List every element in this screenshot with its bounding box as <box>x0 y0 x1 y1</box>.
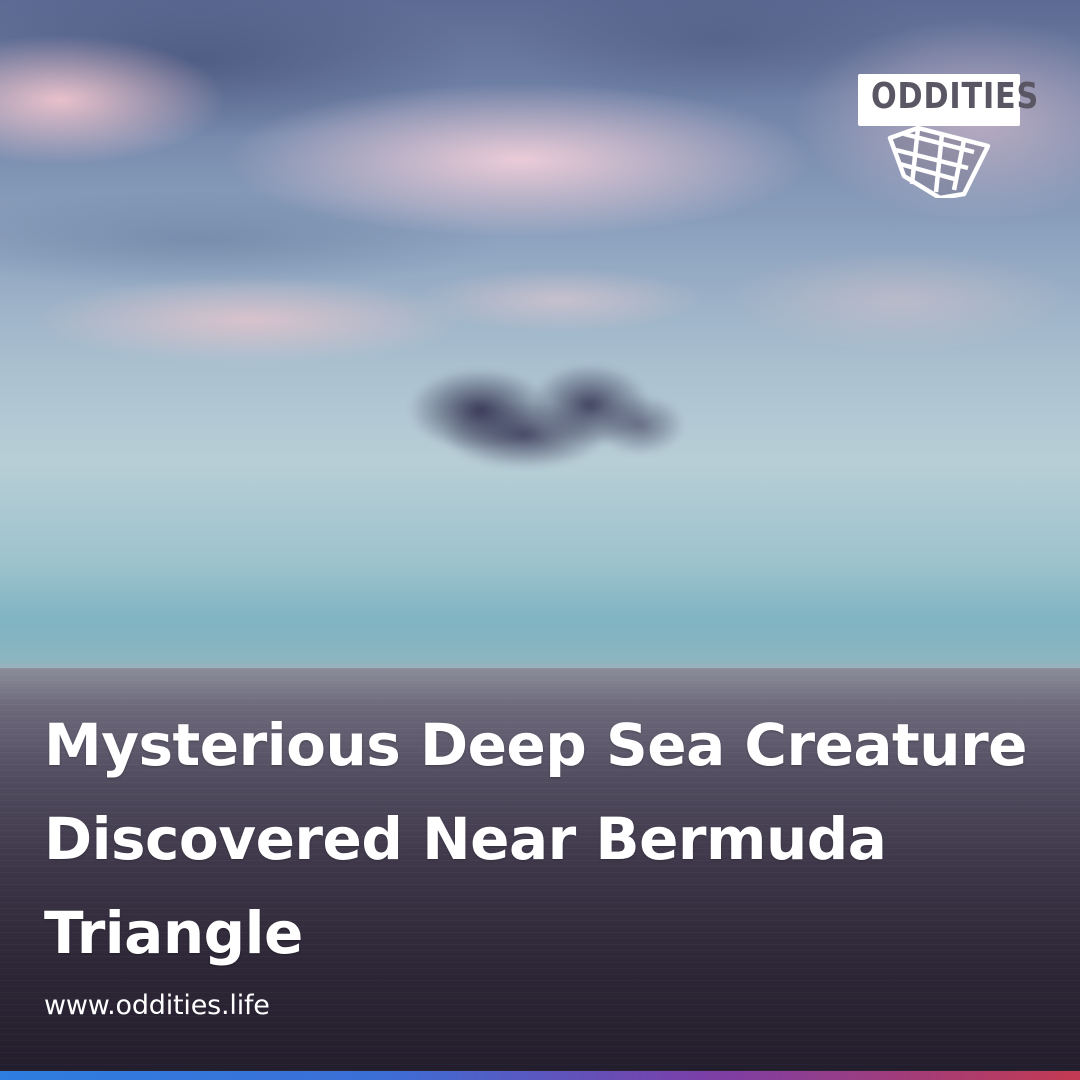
sea-ripples <box>0 668 1080 1080</box>
dark-cloud <box>360 340 690 490</box>
oddities-logo[interactable]: ODDITIES <box>858 74 1040 198</box>
sea-background <box>0 668 1080 1080</box>
headline-line-3: Triangle <box>44 899 303 967</box>
headline: Mysterious Deep Sea Creature Discovered … <box>44 698 1044 980</box>
gradient-bottom-bar <box>0 1071 1080 1080</box>
logo-box: ODDITIES <box>858 74 1040 126</box>
headline-line-1: Mysterious Deep Sea Creature <box>44 711 1028 779</box>
headline-line-2: Discovered Near Bermuda <box>44 805 887 873</box>
website-url[interactable]: www.oddities.life <box>44 990 270 1021</box>
cube-grid-icon <box>887 125 991 198</box>
text-shade <box>0 680 1080 1080</box>
logo-wordmark: ODDITIES <box>870 76 1040 117</box>
